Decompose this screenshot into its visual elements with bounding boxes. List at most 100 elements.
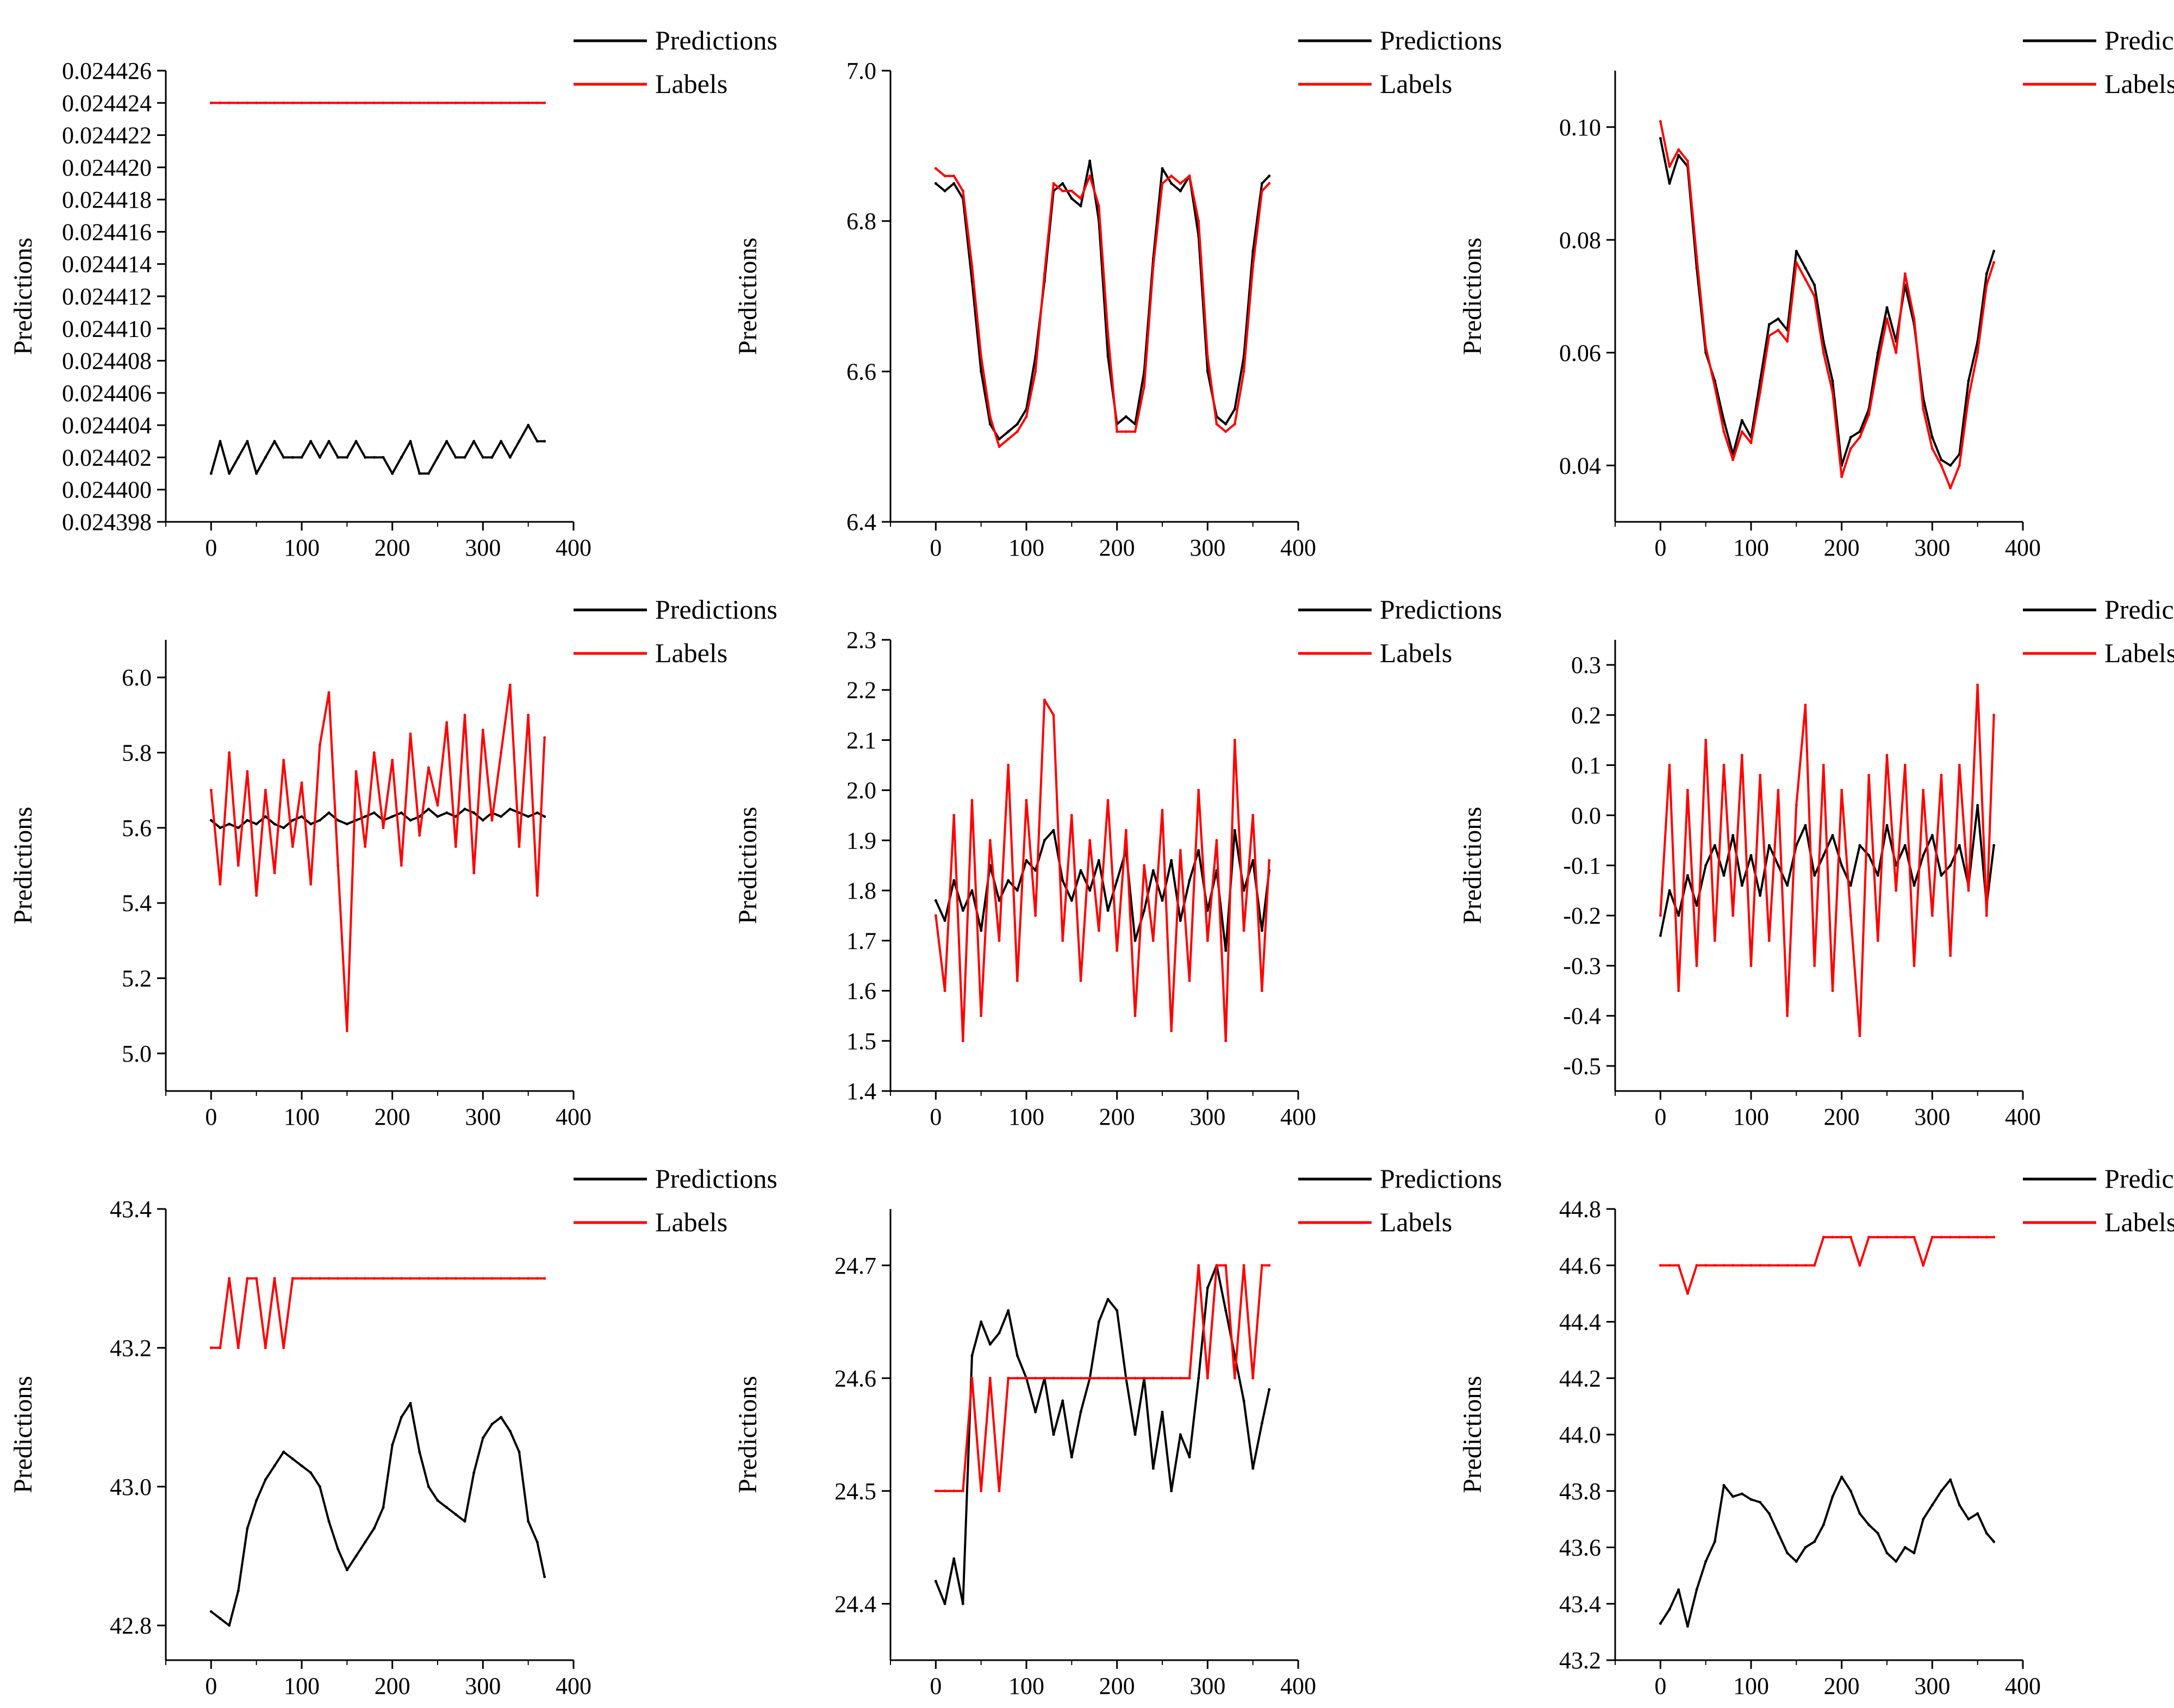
data-point-predictions [409,819,412,822]
data-point-labels [219,1346,222,1349]
data-point-labels [1161,182,1164,185]
data-point-labels [1867,774,1871,777]
data-point-labels [1876,939,1879,942]
data-point-predictions [961,909,964,912]
data-point-labels [1133,1014,1137,1018]
data-point-predictions [372,1526,376,1530]
data-point-labels [337,1277,340,1280]
data-point-labels [1849,447,1852,450]
data-point-predictions [1813,874,1816,877]
data-point-predictions [1958,844,1961,847]
data-point-labels [1188,979,1191,982]
y-tick-label: 7.0 [846,58,876,84]
data-point-labels [282,101,285,104]
data-point-predictions [1151,1467,1155,1470]
data-point-labels [1034,1376,1037,1380]
data-point-labels [382,1277,385,1280]
data-point-labels [1930,447,1934,450]
data-point-predictions [1242,1399,1245,1402]
data-point-predictions [291,456,294,459]
x-tick-label: 300 [1914,1104,1950,1130]
data-point-predictions [1985,272,1988,275]
data-point-labels [1677,1264,1680,1267]
data-point-predictions [1885,824,1889,827]
data-point-predictions [246,1526,249,1530]
y-tick-label: 24.4 [834,1591,876,1617]
data-point-labels [1985,283,1988,286]
data-point-labels [418,101,421,104]
data-point-labels [1116,949,1119,952]
data-point-labels [943,1489,946,1493]
data-point-predictions [1268,174,1271,178]
data-point-labels [409,1277,412,1280]
data-point-labels [1268,1264,1271,1267]
data-point-predictions [1822,854,1825,857]
data-point-labels [1840,1236,1843,1239]
data-point-labels [1686,789,1689,792]
x-tick-label: 300 [465,1104,501,1130]
data-point-labels [472,101,476,104]
data-point-labels [436,1277,439,1280]
data-point-predictions [535,440,539,443]
data-point-predictions [1116,879,1119,882]
data-point-predictions [1197,1376,1200,1380]
data-point-labels [1777,328,1780,332]
data-point-labels [988,415,992,418]
data-point-labels [1242,1264,1245,1267]
data-point-labels [255,101,258,104]
data-point-predictions [1025,859,1028,862]
data-point-predictions [1079,869,1082,872]
data-point-labels [255,894,258,897]
series-line-predictions [935,1264,1270,1605]
y-tick-label: 1.6 [846,978,876,1005]
data-point-predictions [1251,859,1255,862]
data-point-labels [490,1277,494,1280]
data-point-labels [219,883,222,886]
y-tick-label: 6.8 [846,208,876,235]
data-point-predictions [943,919,946,922]
data-point-predictions [934,182,937,185]
data-point-predictions [508,807,512,811]
data-point-labels [1922,789,1925,792]
data-point-labels [952,1489,956,1493]
data-point-labels [518,101,521,104]
data-point-labels [400,101,403,104]
data-point-predictions [1170,1489,1173,1493]
x-tick-label: 400 [1280,1673,1316,1699]
data-point-labels [1268,859,1271,862]
data-point-predictions [1849,884,1852,887]
data-point-predictions [527,423,530,427]
y-axis-title: Predictions [9,238,38,355]
x-tick-label: 100 [284,1104,320,1130]
x-tick-label: 400 [2005,1104,2041,1130]
x-tick-label: 0 [930,1104,942,1130]
data-point-labels [934,167,937,170]
data-point-labels [481,101,484,104]
data-point-labels [1976,351,1979,354]
data-point-labels [318,744,321,747]
data-point-predictions [1668,182,1671,185]
data-point-predictions [1930,1504,1934,1507]
x-tick-label: 100 [1733,534,1769,561]
data-point-labels [1992,1236,1996,1239]
data-point-labels [1161,809,1164,812]
data-point-predictions [1206,370,1209,373]
data-point-predictions [427,1485,430,1488]
y-tick-label: 0.08 [1559,227,1601,253]
data-point-labels [1967,396,1970,400]
data-point-predictions [481,819,484,822]
x-tick-label: 200 [375,1104,410,1130]
data-point-labels [382,826,385,830]
data-point-predictions [1061,182,1064,185]
data-point-labels [1786,1014,1789,1018]
data-point-labels [1813,964,1816,967]
data-point-predictions [255,472,258,475]
data-point-labels [500,1277,503,1280]
data-point-predictions [472,1471,476,1474]
chart-panel-6: 0 100 200 300 400 -0.5 -0.4 -0.3 -0.2 -0.1 0.0 0.1 0… [1458,594,2174,1130]
data-point-labels [445,101,448,104]
data-point-labels [1206,355,1209,358]
x-tick-label: 400 [1280,534,1316,561]
data-point-predictions [1061,1399,1064,1402]
